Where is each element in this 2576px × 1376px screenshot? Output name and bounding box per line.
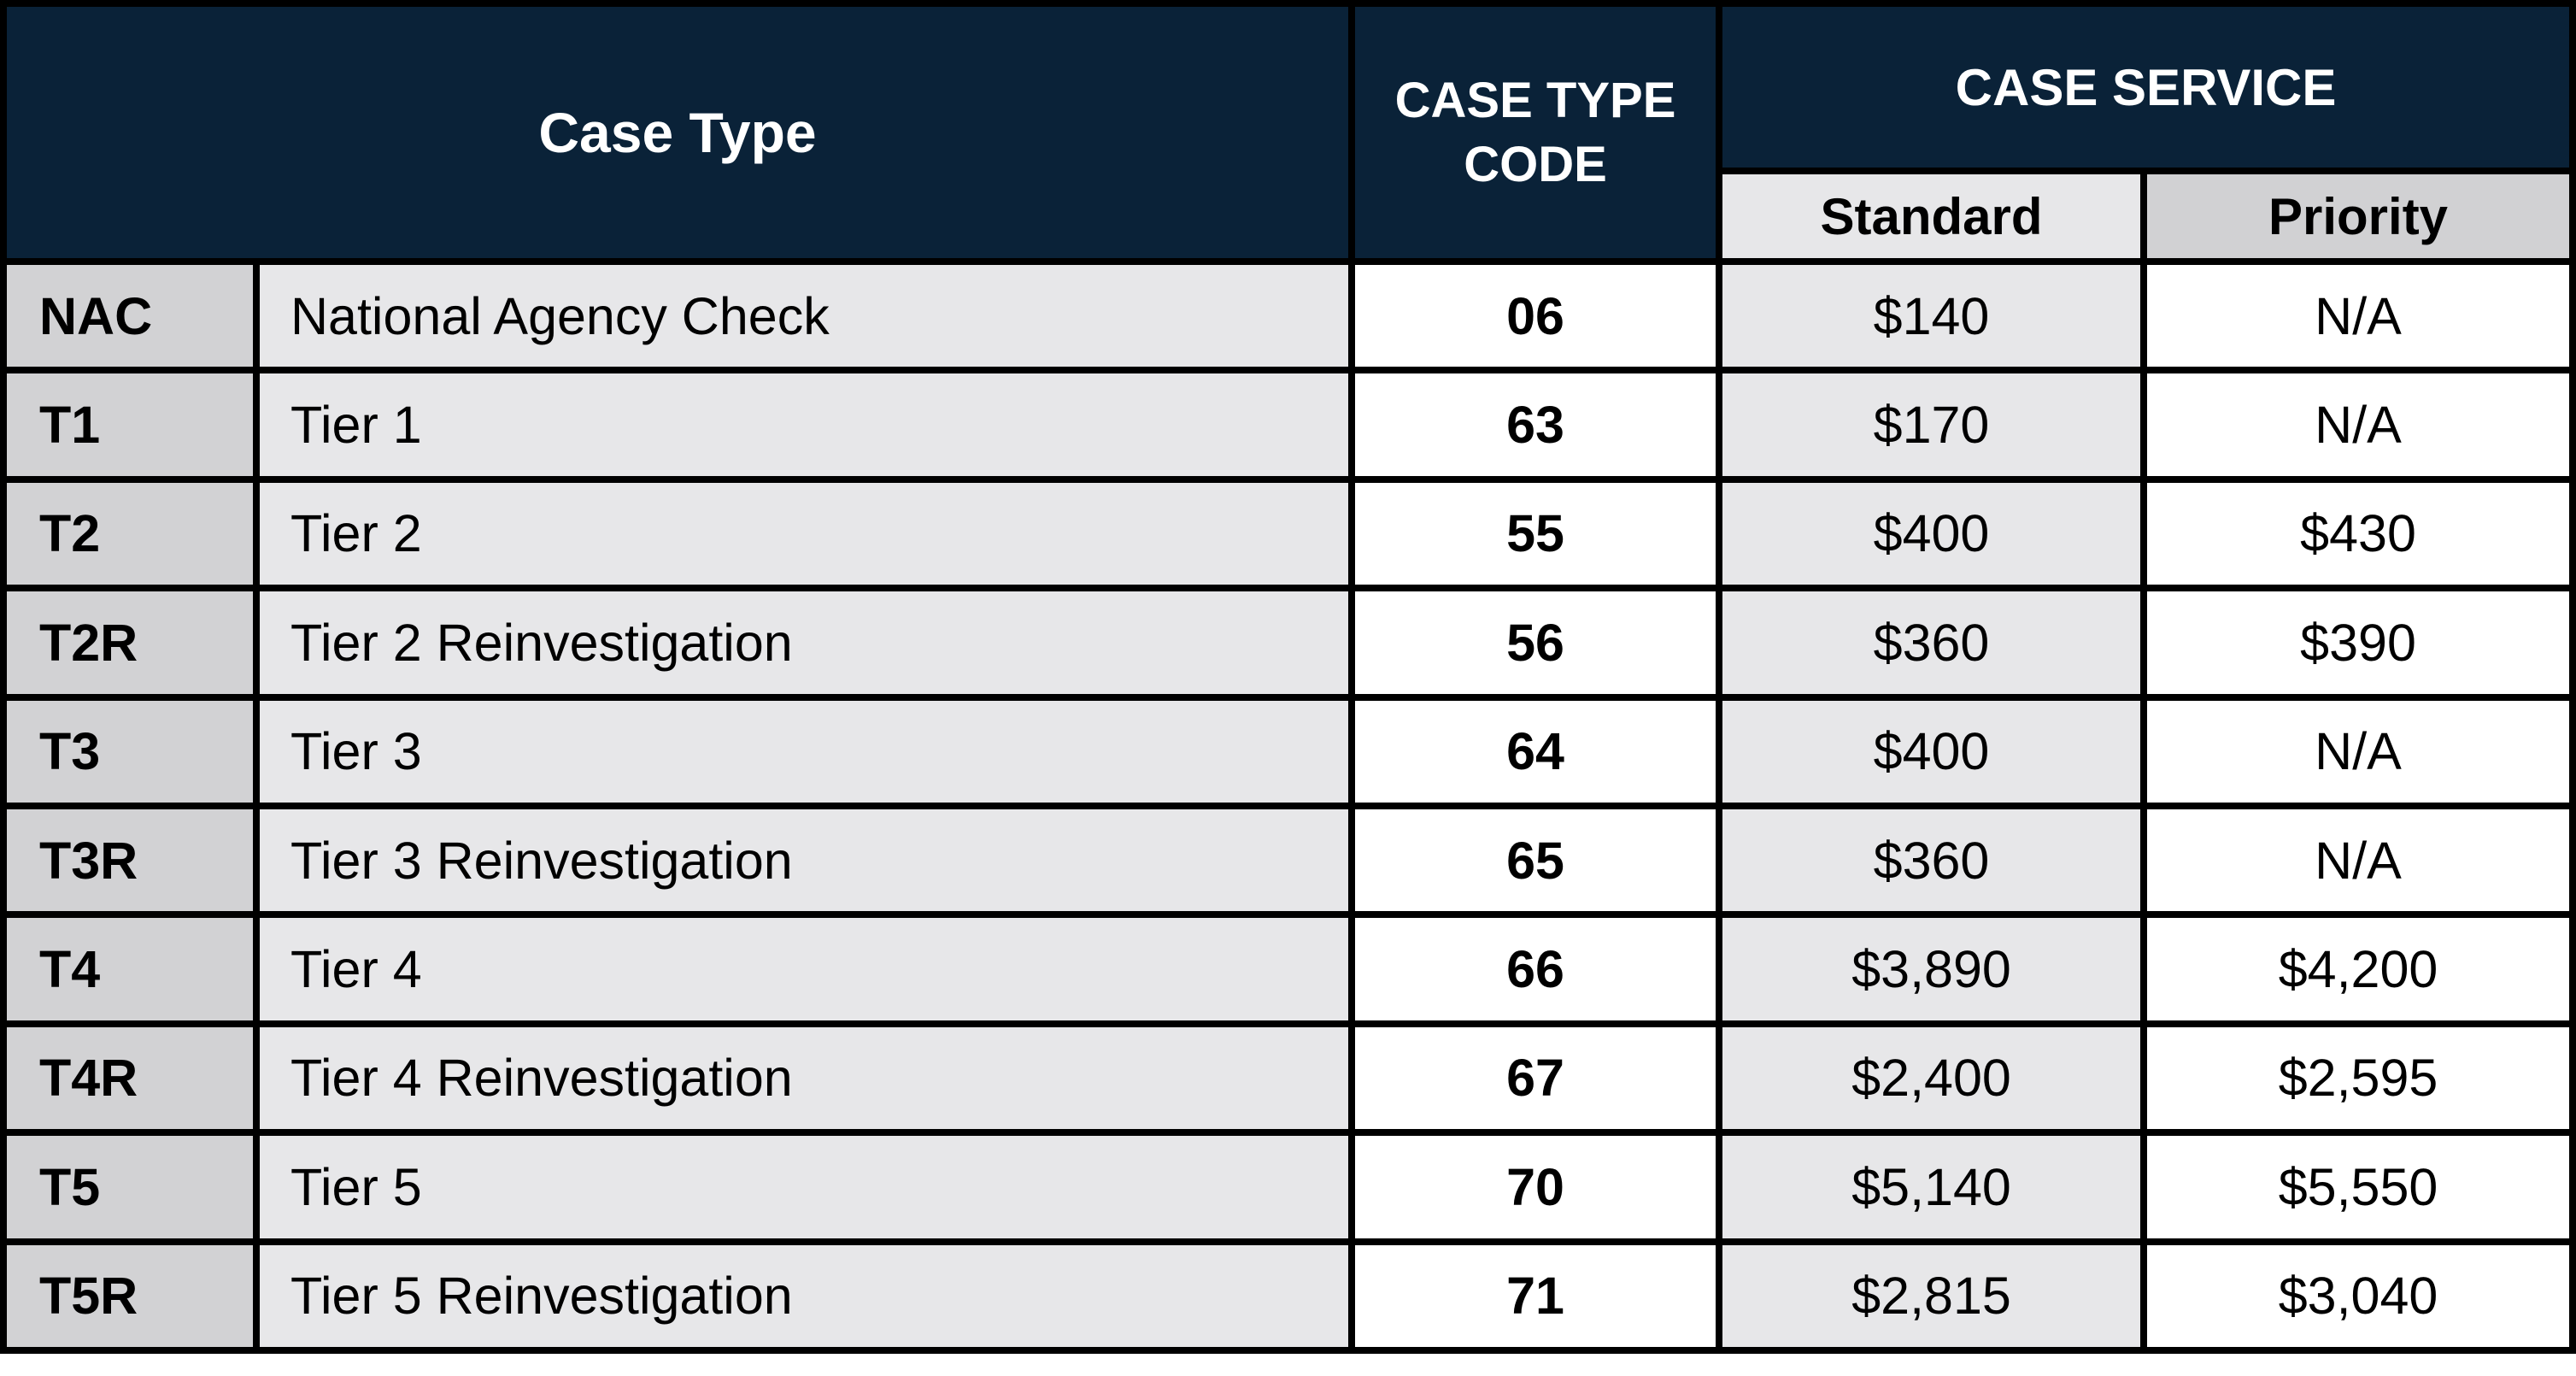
table-row-t5: T5 Tier 5 70 $5,140 $5,550 <box>0 1129 2576 1245</box>
case-name: Tier 4 <box>252 911 1356 1027</box>
case-abbr: NAC <box>0 257 260 374</box>
priority-price: N/A <box>2140 367 2576 483</box>
case-abbr: T2R <box>0 585 260 701</box>
case-code: 70 <box>1348 1129 1723 1245</box>
case-code: 67 <box>1348 1020 1723 1137</box>
priority-price: $3,040 <box>2140 1238 2576 1355</box>
case-code: 06 <box>1348 257 1723 374</box>
standard-price: $360 <box>1716 802 2148 919</box>
priority-price: $4,200 <box>2140 911 2576 1027</box>
case-code: 55 <box>1348 475 1723 592</box>
standard-price: $140 <box>1716 257 2148 374</box>
case-code: 56 <box>1348 585 1723 701</box>
priority-price: $5,550 <box>2140 1129 2576 1245</box>
case-code: 71 <box>1348 1238 1723 1355</box>
case-name: Tier 2 Reinvestigation <box>252 585 1356 701</box>
header-priority: Priority <box>2140 168 2576 265</box>
priority-price: N/A <box>2140 802 2576 919</box>
standard-price: $400 <box>1716 475 2148 592</box>
priority-price: $430 <box>2140 475 2576 592</box>
table-row-t2: T2 Tier 2 55 $400 $430 <box>0 475 2576 592</box>
standard-price: $2,815 <box>1716 1238 2148 1355</box>
case-name: Tier 4 Reinvestigation <box>252 1020 1356 1137</box>
standard-price: $400 <box>1716 693 2148 809</box>
case-code: 63 <box>1348 367 1723 483</box>
case-abbr: T1 <box>0 367 260 483</box>
case-name: Tier 5 Reinvestigation <box>252 1238 1356 1355</box>
case-name: Tier 3 Reinvestigation <box>252 802 1356 919</box>
table-row-t3: T3 Tier 3 64 $400 N/A <box>0 693 2576 809</box>
case-abbr: T4 <box>0 911 260 1027</box>
priority-price: N/A <box>2140 257 2576 374</box>
case-name: Tier 3 <box>252 693 1356 809</box>
table-row-t3r: T3R Tier 3 Reinvestigation 65 $360 N/A <box>0 802 2576 919</box>
case-code: 66 <box>1348 911 1723 1027</box>
case-abbr: T5R <box>0 1238 260 1355</box>
table-row-nac: NAC National Agency Check 06 $140 N/A <box>0 257 2576 374</box>
priority-price: $2,595 <box>2140 1020 2576 1137</box>
case-name: National Agency Check <box>252 257 1356 374</box>
standard-price: $5,140 <box>1716 1129 2148 1245</box>
table-row-t1: T1 Tier 1 63 $170 N/A <box>0 367 2576 483</box>
header-case-service: CASE SERVICE <box>1716 0 2576 174</box>
case-abbr: T4R <box>0 1020 260 1137</box>
priority-price: N/A <box>2140 693 2576 809</box>
case-abbr: T2 <box>0 475 260 592</box>
case-name: Tier 1 <box>252 367 1356 483</box>
table-row-t4: T4 Tier 4 66 $3,890 $4,200 <box>0 911 2576 1027</box>
header-case-type-code: CASE TYPE CODE <box>1348 0 1723 265</box>
case-abbr: T3R <box>0 802 260 919</box>
case-name: Tier 2 <box>252 475 1356 592</box>
standard-price: $3,890 <box>1716 911 2148 1027</box>
standard-price: $360 <box>1716 585 2148 701</box>
header-standard: Standard <box>1716 168 2148 265</box>
case-code: 64 <box>1348 693 1723 809</box>
case-name: Tier 5 <box>252 1129 1356 1245</box>
table-row-t5r: T5R Tier 5 Reinvestigation 71 $2,815 $3,… <box>0 1238 2576 1355</box>
standard-price: $2,400 <box>1716 1020 2148 1137</box>
standard-price: $170 <box>1716 367 2148 483</box>
header-case-type: Case Type <box>0 0 1356 265</box>
case-abbr: T5 <box>0 1129 260 1245</box>
case-abbr: T3 <box>0 693 260 809</box>
table-row-t4r: T4R Tier 4 Reinvestigation 67 $2,400 $2,… <box>0 1020 2576 1137</box>
priority-price: $390 <box>2140 585 2576 701</box>
case-code: 65 <box>1348 802 1723 919</box>
table-row-t2r: T2R Tier 2 Reinvestigation 56 $360 $390 <box>0 585 2576 701</box>
